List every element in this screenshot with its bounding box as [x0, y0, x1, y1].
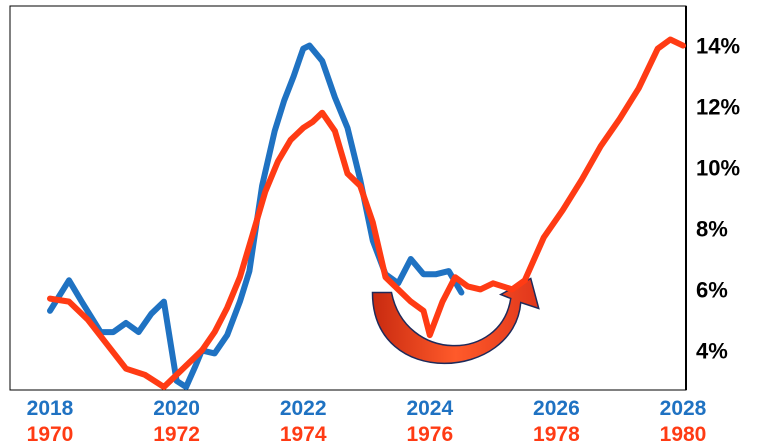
y-tick-label: 6% — [696, 277, 728, 302]
x-tick-label-top: 2022 — [280, 397, 327, 420]
x-axis-bottom-labels: 1970 1972 1974 1976 1978 1980 — [27, 423, 707, 446]
x-tick-label-top: 2026 — [533, 397, 580, 420]
x-tick-label-bottom: 1980 — [660, 423, 707, 446]
x-tick-label-top: 2028 — [660, 397, 707, 420]
y-tick-label: 10% — [696, 156, 740, 181]
series-line-red — [47, 36, 686, 390]
y-axis: 4% 6% 8% 10% 12% 14% — [696, 34, 740, 364]
x-tick-label-bottom: 1970 — [27, 423, 74, 446]
annotation-layer — [371, 277, 540, 365]
x-tick-label-top: 2024 — [406, 397, 453, 420]
x-tick-label-bottom: 1978 — [533, 423, 580, 446]
series-layer — [47, 36, 686, 390]
x-tick-label-bottom: 1972 — [153, 423, 200, 446]
x-tick-label-top: 2020 — [153, 397, 200, 420]
x-axis-top-labels: 2018 2020 2022 2024 2026 2028 — [27, 397, 707, 420]
y-tick-label: 8% — [696, 216, 728, 241]
x-tick-label-top: 2018 — [27, 397, 74, 420]
u-turn-arrow-icon — [371, 277, 540, 365]
x-tick-label-bottom: 1976 — [406, 423, 453, 446]
x-tick-label-bottom: 1974 — [280, 423, 327, 446]
y-tick-label: 14% — [696, 34, 740, 59]
y-tick-label: 4% — [696, 338, 728, 363]
y-tick-label: 12% — [696, 95, 740, 120]
